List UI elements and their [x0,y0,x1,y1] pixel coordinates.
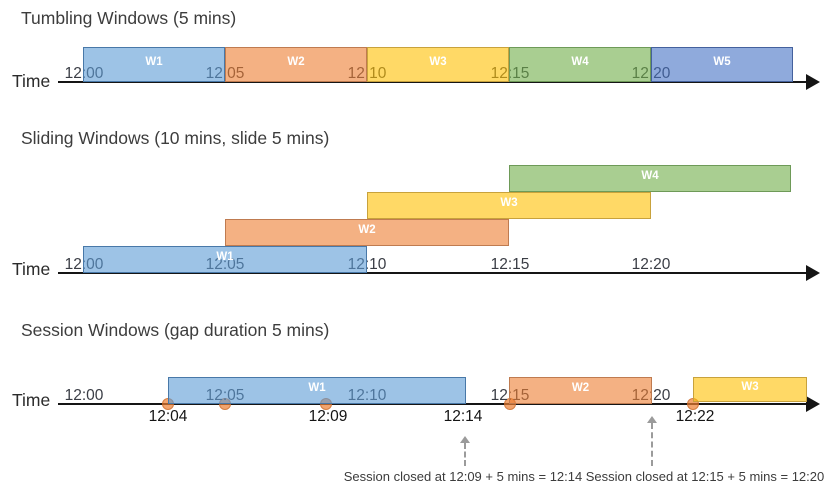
window-label-W2: W2 [287,55,305,68]
window-tumbling-W1: W1 [83,47,225,82]
axis-tick-sliding-12:20: 12:20 [631,256,671,273]
window-session-W1: W1 [168,377,466,404]
window-tumbling-W3: W3 [367,47,509,82]
window-label-W4: W4 [641,169,659,182]
window-label-W1: W1 [308,381,326,394]
time-axis-arrowhead-sliding [806,265,820,281]
window-tumbling-W4: W4 [509,47,651,82]
session-close-arrowhead-2 [647,416,657,423]
time-axis-label-tumbling: Time [12,71,51,91]
session-close-note-2: Session closed at 12:15 + 5 mins = 12:20 [585,469,825,484]
time-axis-line-session [58,403,810,405]
session-close-arrow-2 [651,423,653,466]
event-time-label-12:09: 12:09 [308,408,348,425]
session-close-note-1: Session closed at 12:09 + 5 mins = 12:14 [343,469,583,484]
window-tumbling-W5: W5 [651,47,793,82]
session-title: Session Windows (gap duration 5 mins) [21,320,330,340]
time-axis-line-sliding [58,272,810,274]
time-axis-line-tumbling [58,81,810,83]
window-label-W2: W2 [358,223,376,236]
window-label-W1: W1 [145,55,163,68]
time-axis-arrowhead-session [806,396,820,412]
window-sliding-W1: W1 [83,246,367,273]
window-session-W2: W2 [509,377,652,404]
window-label-W3: W3 [429,55,447,68]
window-tumbling-W2: W2 [225,47,367,82]
event-time-label-12:14: 12:14 [443,408,483,425]
window-label-W1: W1 [216,250,234,263]
window-label-W2: W2 [571,381,590,394]
sliding-title: Sliding Windows (10 mins, slide 5 mins) [21,128,330,148]
time-axis-label-sliding: Time [12,259,51,279]
window-sliding-W3: W3 [367,192,651,219]
window-sliding-W4: W4 [509,165,791,192]
window-label-W3: W3 [741,380,759,393]
window-label-W4: W4 [571,55,589,68]
axis-tick-session-12:00: 12:00 [64,387,104,404]
session-close-arrow-1 [464,443,466,466]
time-axis-arrowhead-tumbling [806,74,820,90]
window-session-W3: W3 [693,377,807,402]
event-time-label-12:04: 12:04 [148,408,188,425]
tumbling-title: Tumbling Windows (5 mins) [21,8,237,28]
window-label-W5: W5 [713,55,731,68]
event-time-label-12:22: 12:22 [675,408,715,425]
window-sliding-W2: W2 [225,219,509,246]
axis-tick-sliding-12:15: 12:15 [490,256,530,273]
session-close-arrowhead-1 [460,436,470,443]
window-label-W3: W3 [500,196,518,209]
time-axis-label-session: Time [12,390,51,410]
